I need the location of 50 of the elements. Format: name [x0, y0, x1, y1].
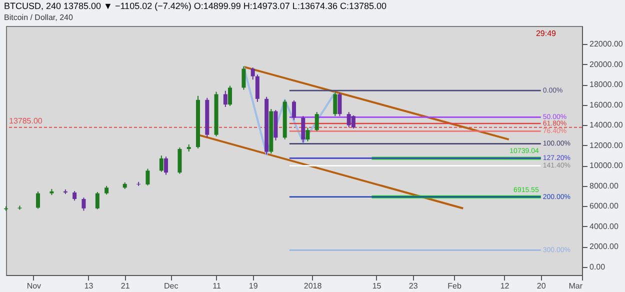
candlestick	[228, 85, 232, 106]
candlestick	[250, 67, 255, 80]
candlestick	[333, 92, 338, 117]
candlestick	[223, 90, 228, 108]
x-tick-label: Nov	[26, 282, 42, 290]
y-tick-label: 20000.00	[590, 60, 624, 69]
candlestick	[164, 156, 168, 176]
candlestick	[301, 116, 306, 143]
x-tick-label: 11	[212, 282, 222, 290]
y-tick-label: 8000.00	[590, 181, 619, 190]
x-tick-label: 15	[372, 282, 382, 290]
candlestick	[242, 66, 246, 90]
candlestick	[159, 155, 164, 172]
candlestick	[314, 112, 319, 132]
candlestick	[146, 168, 150, 186]
candlestick	[306, 127, 310, 142]
y-tick-label: 14000.00	[590, 120, 624, 130]
y-tick-label: 10000.00	[590, 161, 624, 170]
candlestick	[72, 190, 77, 202]
y-tick-label: 16000.00	[590, 100, 624, 110]
ref-line-label: 13785.00	[9, 116, 43, 126]
chart-title: BTCUSD, 240 13785.00 ▼ −1105.02 (−7.42%) O:14899.99 H:14973.07 L:13674.36 C:13785.00	[4, 1, 387, 11]
candlestick	[292, 100, 296, 121]
x-tick-label: 2018	[304, 282, 322, 290]
y-tick-label: 4000.00	[590, 222, 619, 231]
y-tick-label: 18000.00	[590, 80, 624, 90]
candlestick	[95, 192, 100, 210]
candlestick	[338, 92, 342, 117]
x-tick-label: 12	[500, 282, 510, 290]
x-tick-label: 21	[120, 282, 130, 290]
x-tick-label: Mar	[568, 282, 583, 290]
x-tick-label: 23	[408, 282, 418, 290]
y-tick-label: 12000.00	[590, 140, 624, 150]
candlestick	[82, 197, 86, 212]
chart-subtitle: Bitcoin / Dollar, 240	[4, 13, 74, 22]
y-tick-label: 0.00	[590, 262, 606, 272]
x-tick-label: Feb	[448, 282, 462, 290]
y-tick-label: 22000.00	[590, 40, 624, 49]
annotation: 29:49	[536, 29, 557, 38]
candlestick	[351, 114, 356, 129]
candlestick	[255, 74, 260, 102]
x-tick-label: Dec	[164, 282, 178, 290]
x-tick-label: 13	[84, 282, 94, 290]
y-tick-label: 2000.00	[590, 242, 619, 252]
x-tick-label: 20	[536, 282, 546, 290]
x-tick-label: 19	[248, 282, 258, 290]
line-series	[242, 65, 336, 156]
y-tick-label: 6000.00	[590, 202, 619, 211]
candlestick	[178, 146, 182, 174]
candlestick	[36, 190, 40, 210]
